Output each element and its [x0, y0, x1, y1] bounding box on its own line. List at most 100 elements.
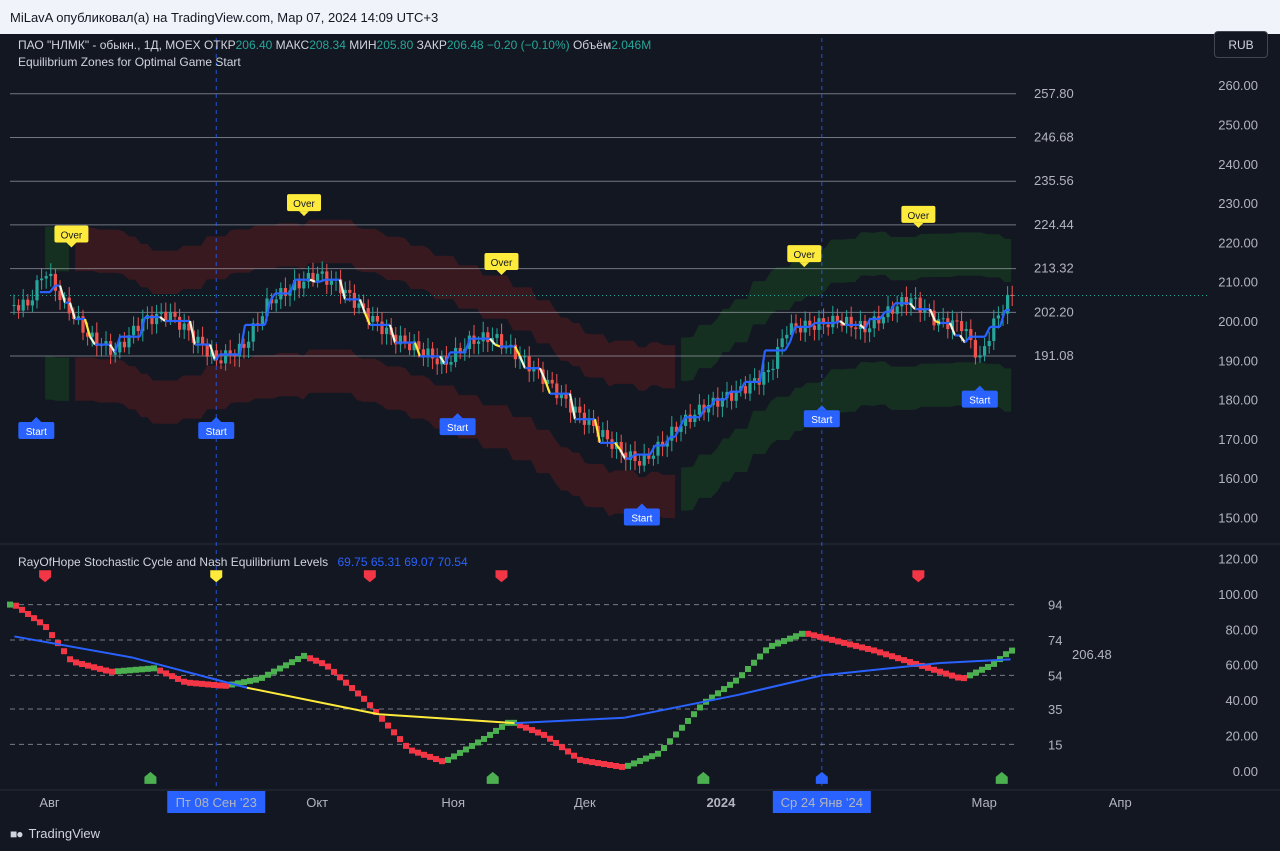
stochastic-step — [217, 682, 223, 689]
signal-label-2: Over — [491, 258, 513, 269]
candle-body — [44, 276, 48, 279]
candle-body — [270, 298, 274, 304]
candle-body — [233, 355, 237, 357]
crosshair-date-0: Пт 08 Сен '23 — [176, 795, 257, 810]
trend-line-segment — [238, 324, 247, 355]
trend-line-segment — [948, 322, 957, 336]
trend-line-segment — [263, 301, 272, 326]
stochastic-step — [457, 749, 463, 756]
stochastic-step — [487, 731, 493, 738]
signal-label-pointer-1 — [299, 211, 310, 217]
candle-body — [398, 335, 402, 345]
stochastic-step — [631, 760, 637, 767]
stochastic-step — [163, 670, 169, 677]
stochastic-step — [295, 656, 301, 663]
trend-line-segment — [959, 334, 966, 344]
candle-body — [150, 315, 154, 325]
candle-body — [403, 335, 407, 343]
signal-label-pointer-6 — [211, 417, 222, 423]
signal-label-3: Over — [793, 250, 815, 261]
candle-body — [90, 332, 94, 337]
candle-body — [375, 315, 379, 322]
candle-body — [380, 321, 384, 335]
stochastic-step — [757, 653, 763, 660]
trend-line-segment — [649, 444, 656, 456]
oscillator-axis-tick-0: 120.00 — [1218, 552, 1258, 567]
oscillator-bottom-marker-0 — [144, 771, 157, 784]
candle-body — [155, 313, 159, 325]
stochastic-step — [307, 655, 313, 662]
price-axis-tick-3: 240.00 — [1218, 157, 1258, 172]
stochastic-step — [469, 742, 475, 749]
candle-body — [941, 318, 945, 320]
trend-line-segment — [788, 326, 797, 343]
trend-line-segment — [543, 379, 552, 395]
oscillator-bottom-marker-4 — [995, 771, 1008, 784]
candle-body — [835, 315, 839, 324]
time-axis-tick-2: Ноя — [441, 795, 465, 810]
symbol-name[interactable]: ПАО "НЛМК" - обыкн., 1Д, MOEX — [18, 38, 201, 52]
candle-body — [486, 332, 490, 343]
signal-label-4: Over — [908, 211, 930, 222]
stochastic-step — [343, 679, 349, 686]
oscillator-top-marker-4 — [912, 570, 925, 583]
signal-label-pointer-2 — [496, 270, 507, 276]
stochastic-step — [37, 619, 43, 626]
price-axis-tick-9: 180.00 — [1218, 393, 1258, 408]
oscillator-top-marker-2 — [363, 570, 376, 583]
candle-body — [1006, 294, 1010, 314]
stochastic-step — [103, 667, 109, 674]
stochastic-step — [55, 640, 61, 647]
candle-body — [523, 356, 527, 358]
trend-line-segment — [934, 319, 941, 324]
trend-line-segment — [489, 337, 496, 346]
candle-body — [127, 335, 131, 348]
equilibrium-line-segment — [132, 656, 248, 689]
stochastic-step — [49, 632, 55, 639]
nash-level-label-3: 35 — [1048, 702, 1062, 717]
signal-label-bg-0 — [54, 225, 89, 243]
candle-body — [421, 349, 425, 357]
stochastic-step — [787, 635, 793, 642]
indicator-sub-title[interactable]: RayOfHope Stochastic Cycle and Nash Equi… — [18, 555, 329, 569]
candle-body — [35, 280, 39, 301]
candle-body — [923, 309, 927, 313]
candle-body — [95, 332, 99, 347]
stochastic-step — [601, 761, 607, 768]
stochastic-step — [973, 669, 979, 676]
trend-line-segment — [568, 393, 577, 420]
stochastic-step — [829, 636, 835, 643]
stochastic-step — [97, 665, 103, 672]
horizontal-level-label-1: 246.68 — [1034, 130, 1074, 145]
stochastic-step — [949, 672, 955, 679]
stochastic-step — [85, 662, 91, 669]
price-axis-tick-6: 210.00 — [1218, 275, 1258, 290]
candle-body — [868, 328, 872, 333]
tradingview-logo[interactable]: ■● TradingView — [10, 826, 100, 841]
stochastic-step — [823, 635, 829, 642]
stochastic-step — [799, 630, 805, 637]
publisher-bar: MiLavA опубликовал(а) на TradingView.com… — [0, 0, 1280, 34]
candle-body — [734, 390, 738, 401]
currency-button[interactable]: RUB — [1214, 31, 1268, 58]
candle-body — [730, 392, 734, 401]
candle-body — [435, 358, 439, 365]
candle-body — [771, 368, 775, 371]
lower-zone-green — [45, 356, 70, 401]
candle-body — [812, 325, 816, 330]
stochastic-step — [169, 673, 175, 680]
stochastic-step — [301, 652, 307, 659]
candle-body — [182, 323, 186, 330]
candle-body — [881, 317, 885, 324]
candle-body — [785, 334, 789, 339]
candle-body — [817, 318, 821, 330]
indicator-main-title[interactable]: Equilibrium Zones for Optimal Game Start — [18, 55, 241, 69]
stochastic-step — [337, 674, 343, 681]
trend-line-segment — [758, 350, 767, 383]
candle-body — [550, 379, 554, 384]
price-axis-tick-5: 220.00 — [1218, 235, 1258, 250]
candle-body — [67, 297, 71, 314]
trend-line-segment — [413, 342, 422, 357]
stochastic-step — [847, 641, 853, 648]
